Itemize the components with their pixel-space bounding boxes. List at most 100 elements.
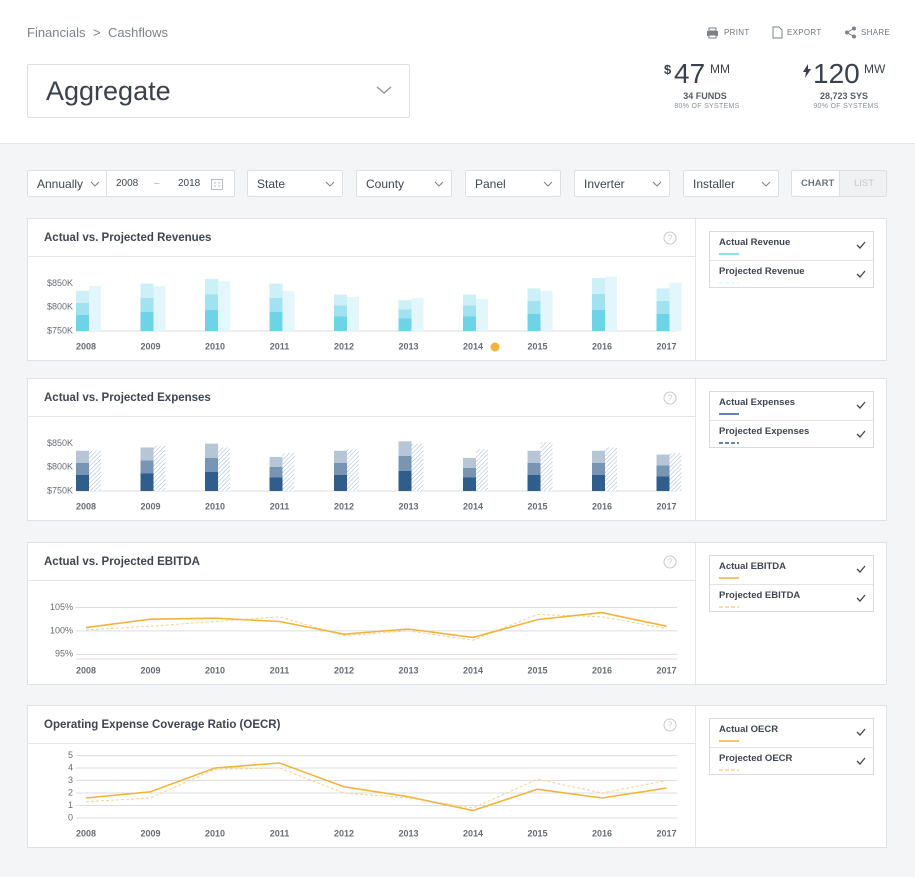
bar	[463, 294, 476, 331]
list-toggle[interactable]: LIST	[839, 170, 887, 197]
legend-item[interactable]: Actual OECR	[710, 719, 873, 747]
x-tick-label: 2015	[527, 341, 547, 351]
x-tick-label: 2013	[398, 828, 418, 838]
y-tick-label: 4	[68, 762, 73, 772]
chart-plot: $750K $800K $850K 2008 2009 2010 2011 2012 2013 2…	[47, 276, 682, 352]
chart-title: Actual vs. Projected Revenues	[44, 232, 212, 244]
check-icon	[856, 757, 866, 765]
print-button[interactable]: PRINT	[724, 28, 750, 37]
bar	[140, 447, 154, 491]
svg-text:?: ?	[668, 558, 673, 567]
chart-plot: 0 1 2 3 4 5 2008 2009 2010 2011 2012 2013 2014 2015 20…	[68, 750, 677, 838]
legend-item[interactable]: Projected Expenses	[710, 420, 873, 449]
divider	[106, 171, 107, 196]
bar	[463, 457, 476, 491]
chart-card: Actual vs. Projected EBITDA? Actual EBITD…	[27, 542, 887, 685]
divider	[28, 580, 695, 581]
y-tick-label: 95%	[55, 649, 73, 659]
chart-plot: 95% 100% 105% 2008 2009 2010 2011 2012 2013 2014 2…	[50, 602, 677, 675]
x-tick-label: 2009	[140, 341, 160, 351]
x-tick-label: 2017	[656, 501, 676, 511]
end-year[interactable]: 2018	[178, 178, 201, 189]
check-icon	[856, 430, 866, 438]
chevron	[761, 181, 771, 187]
filter-label: Installer	[693, 177, 736, 191]
bar	[76, 290, 89, 331]
legend-item[interactable]: Projected Revenue	[710, 260, 873, 289]
x-tick-label: 2017	[656, 665, 676, 675]
x-tick-label: 2011	[270, 341, 290, 351]
x-tick-label: 2016	[592, 828, 612, 838]
dropdown-value: Aggregate	[46, 76, 171, 106]
share-icon	[845, 26, 856, 39]
breadcrumb-item: Cashflows	[108, 25, 168, 40]
bar	[282, 290, 295, 331]
stat-prefix: $	[664, 62, 672, 77]
bar	[411, 297, 424, 331]
x-tick-label: 2010	[205, 341, 225, 351]
legend-item[interactable]: Actual Revenue	[710, 232, 873, 260]
legend-swatch	[719, 282, 739, 284]
filter-dropdown[interactable]: County	[356, 170, 452, 197]
legend-item[interactable]: Projected OECR	[710, 747, 873, 776]
x-tick-label: 2012	[334, 828, 354, 838]
bar	[656, 288, 670, 331]
bar	[398, 441, 412, 491]
filter-label: County	[366, 177, 405, 191]
legend-swatch	[719, 769, 739, 771]
legend-swatch	[719, 442, 739, 444]
svg-text:?: ?	[668, 721, 673, 730]
period-value: Annually	[37, 177, 84, 191]
bar	[592, 450, 605, 491]
x-tick-label: 2008	[76, 341, 96, 351]
x-tick-label: 2016	[592, 341, 612, 351]
check-icon	[856, 565, 866, 573]
svg-text:?: ?	[668, 394, 673, 403]
legend-label: Actual Revenue	[719, 237, 791, 248]
x-tick-label: 2012	[334, 501, 354, 511]
filter-dropdown[interactable]: Panel	[465, 170, 561, 197]
bar	[398, 300, 412, 331]
filter-dropdown[interactable]: State	[247, 170, 343, 197]
period-filter[interactable]: Annually 2008 – 2018	[27, 170, 235, 197]
x-tick-label: 2008	[76, 501, 96, 511]
bar	[76, 450, 89, 491]
x-tick-label: 2010	[205, 665, 225, 675]
bar	[347, 449, 359, 491]
filter-dropdown[interactable]: Inverter	[574, 170, 670, 197]
start-year[interactable]: 2008	[116, 178, 139, 189]
breadcrumb-item[interactable]: Financials	[27, 25, 86, 40]
chevron	[90, 181, 100, 187]
aggregate-dropdown[interactable]: Aggregate	[27, 64, 410, 118]
filter-label: Inverter	[584, 177, 625, 191]
legend-swatch	[719, 413, 739, 415]
legend: Actual OECR Projected OECR	[709, 718, 874, 775]
legend-item[interactable]: Projected EBITDA	[710, 584, 873, 613]
share-button[interactable]: SHARE	[861, 28, 891, 37]
legend-item[interactable]: Actual Expenses	[710, 392, 873, 420]
x-tick-label: 2013	[398, 501, 418, 511]
divider	[695, 379, 696, 520]
legend-swatch	[719, 606, 739, 608]
check-icon	[856, 594, 866, 602]
x-tick-label: 2015	[527, 665, 547, 675]
export-button[interactable]: EXPORT	[787, 28, 822, 37]
filter-dropdown[interactable]: Installer	[683, 170, 779, 197]
bar	[218, 281, 230, 331]
help-icon: ?	[663, 231, 677, 245]
chart-title: Actual vs. Projected Expenses	[44, 392, 211, 404]
y-tick-label: $800K	[47, 462, 73, 472]
breadcrumb-separator: >	[93, 25, 101, 40]
chart-toggle[interactable]: CHART	[791, 170, 840, 197]
toggle-label: LIST	[854, 178, 875, 189]
warning-icon	[490, 342, 500, 352]
bar	[282, 453, 295, 491]
calendar-icon	[211, 179, 223, 190]
help-icon: ?	[663, 391, 677, 405]
bar	[153, 286, 166, 331]
x-tick-label: 2015	[527, 501, 547, 511]
legend-swatch	[719, 740, 739, 742]
legend-item[interactable]: Actual EBITDA	[710, 556, 873, 584]
check-icon	[856, 270, 866, 278]
header: Financials > Cashflows Aggregate PRINT E…	[0, 0, 915, 144]
